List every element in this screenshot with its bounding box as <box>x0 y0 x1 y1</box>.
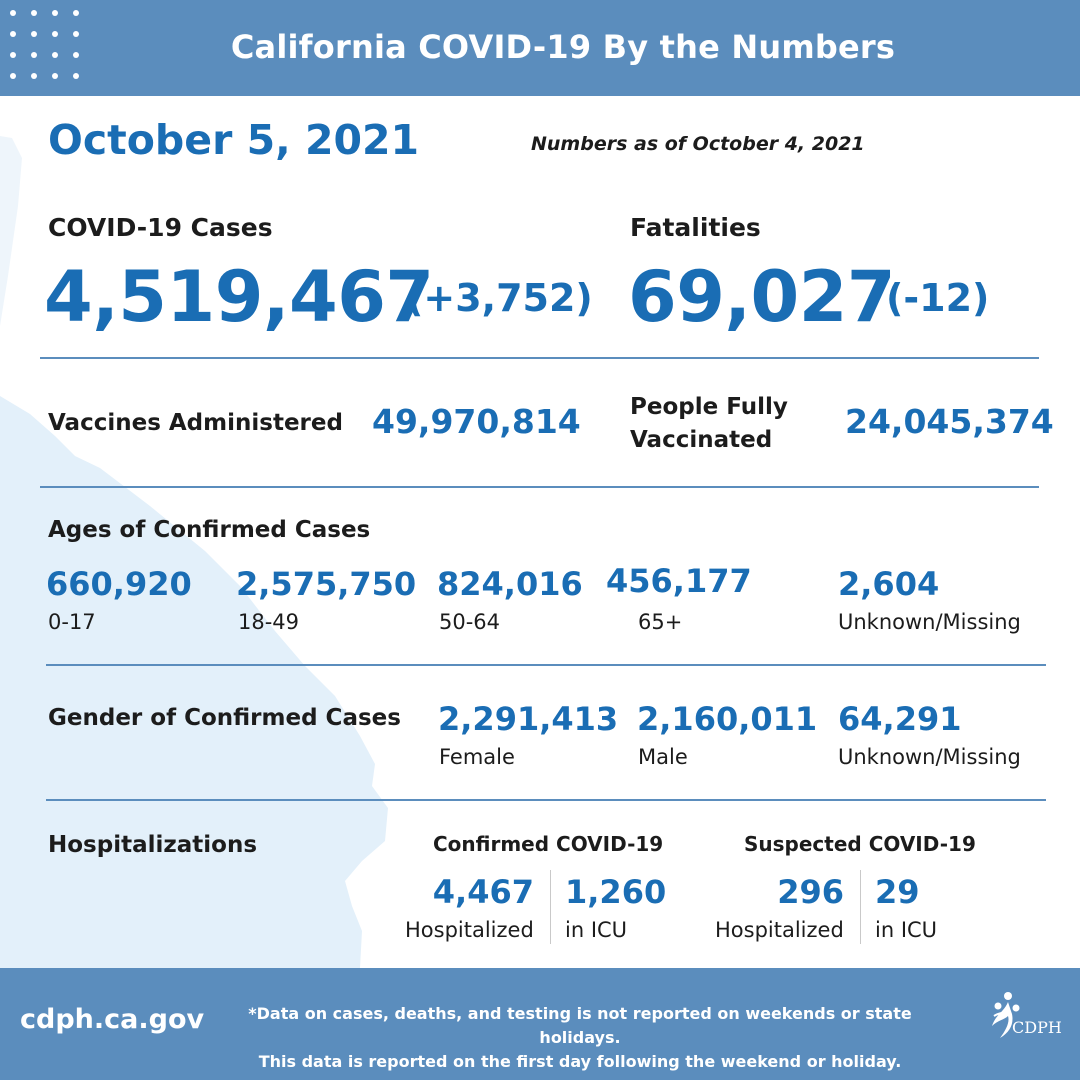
confirmed-icu-value: 1,260 <box>565 873 667 911</box>
gender-value-female: 2,291,413 <box>438 700 619 738</box>
dot <box>31 73 37 79</box>
dot <box>52 52 58 58</box>
fully-vaccinated-label-1: People Fully <box>630 394 788 420</box>
dot <box>10 10 16 16</box>
age-label-unknown: Unknown/Missing <box>838 610 1021 634</box>
dot <box>52 31 58 37</box>
vaccines-value: 49,970,814 <box>372 402 581 441</box>
divider <box>40 357 1039 359</box>
dot <box>73 52 79 58</box>
dot <box>31 31 37 37</box>
divider <box>46 799 1046 801</box>
page-title: California COVID-19 By the Numbers <box>230 28 896 66</box>
age-label-50-64: 50-64 <box>439 610 501 634</box>
age-label-0-17: 0-17 <box>48 610 96 634</box>
cases-label: COVID-19 Cases <box>48 213 273 242</box>
ages-label: Ages of Confirmed Cases <box>48 517 371 543</box>
gender-label: Gender of Confirmed Cases <box>48 705 401 731</box>
divider <box>860 870 861 944</box>
disclaimer-line-2: This data is reported on the first day f… <box>258 1052 902 1071</box>
divider <box>40 486 1039 488</box>
age-label-65-plus: 65+ <box>638 610 683 634</box>
divider <box>550 870 551 944</box>
logo-text: CDPH <box>1012 1018 1062 1037</box>
age-value-50-64: 824,016 <box>437 565 583 603</box>
gender-value-unknown: 64,291 <box>838 700 962 738</box>
suspected-icu-label: in ICU <box>875 918 938 942</box>
age-value-65-plus: 456,177 <box>606 562 752 600</box>
confirmed-title: Confirmed COVID-19 <box>433 832 664 856</box>
cdph-logo-icon <box>992 992 1020 1038</box>
confirmed-icu-label: in ICU <box>565 918 628 942</box>
report-date: October 5, 2021 <box>48 116 420 164</box>
fatalities-label: Fatalities <box>630 213 761 242</box>
disclaimer-line-1: *Data on cases, deaths, and testing is n… <box>248 1004 912 1047</box>
california-map-icon <box>0 136 388 968</box>
fully-vaccinated-label-2: Vaccinated <box>630 427 773 453</box>
vaccines-label: Vaccines Administered <box>48 410 343 436</box>
fatalities-value: 69,027 <box>628 256 896 338</box>
data-as-of: Numbers as of October 4, 2021 <box>531 133 865 155</box>
confirmed-hospitalized-value: 4,467 <box>432 873 534 911</box>
dot <box>73 10 79 16</box>
dot <box>31 52 37 58</box>
suspected-hospitalized-label: Hospitalized <box>715 918 844 942</box>
fully-vaccinated-value: 24,045,374 <box>845 402 1054 441</box>
hospitalizations-label: Hospitalizations <box>48 832 258 858</box>
gender-label-female: Female <box>439 745 515 769</box>
age-label-18-49: 18-49 <box>238 610 300 634</box>
data-disclaimer: *Data on cases, deaths, and testing is n… <box>210 1002 950 1074</box>
age-value-0-17: 660,920 <box>46 565 192 603</box>
footer-bar <box>0 968 1080 1080</box>
suspected-title: Suspected COVID-19 <box>744 832 976 856</box>
dots-grid-icon <box>4 4 94 84</box>
suspected-hospitalized-value: 296 <box>777 873 844 911</box>
dot <box>73 73 79 79</box>
gender-label-male: Male <box>638 745 688 769</box>
gender-value-male: 2,160,011 <box>637 700 818 738</box>
site-link[interactable]: cdph.ca.gov <box>20 1004 205 1035</box>
dot <box>52 10 58 16</box>
header-bar <box>0 0 1080 96</box>
cases-value: 4,519,467 <box>44 256 434 338</box>
dot <box>73 31 79 37</box>
divider <box>46 664 1046 666</box>
fatalities-change: (-12) <box>886 276 990 320</box>
dot <box>31 10 37 16</box>
dot <box>10 31 16 37</box>
age-value-18-49: 2,575,750 <box>236 565 417 603</box>
dot <box>10 52 16 58</box>
dot <box>10 73 16 79</box>
dot <box>52 73 58 79</box>
gender-label-unknown: Unknown/Missing <box>838 745 1021 769</box>
suspected-icu-value: 29 <box>875 873 920 911</box>
confirmed-hospitalized-label: Hospitalized <box>405 918 534 942</box>
cases-change: (+3,752) <box>406 276 593 320</box>
age-value-unknown: 2,604 <box>838 565 940 603</box>
